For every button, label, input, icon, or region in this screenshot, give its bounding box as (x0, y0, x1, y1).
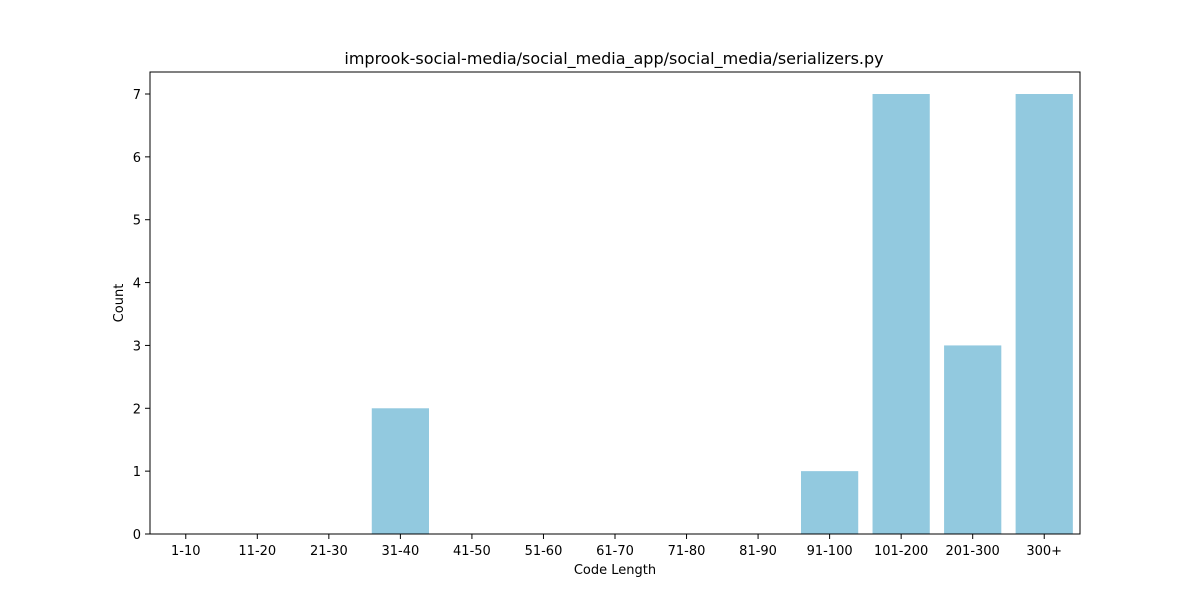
bars-layer (371, 94, 1073, 534)
y-tick-label: 1 (133, 465, 141, 480)
x-tick-label: 31-40 (381, 544, 419, 559)
plot-frame (149, 71, 1081, 535)
x-tick-label: 1-10 (171, 544, 201, 559)
y-tick-label: 2 (133, 402, 141, 417)
x-tick-label: 300+ (1026, 544, 1062, 559)
x-tick-label: 101-200 (874, 544, 928, 559)
y-tick-label: 4 (133, 277, 141, 292)
y-tick-label: 3 (133, 339, 141, 354)
x-tick-label: 71-80 (668, 544, 706, 559)
x-tick-label: 51-60 (525, 544, 563, 559)
chart-title: improok-social-media/social_media_app/so… (344, 49, 883, 69)
bar-31-40 (371, 408, 429, 534)
y-tick-label: 0 (133, 528, 141, 543)
bar-300+ (1015, 94, 1073, 534)
x-tick-label: 41-50 (453, 544, 491, 559)
x-axis-ticks: 1-10 11-20 21-30 31-40 41-50 51-60 61-70 71-80 8… (171, 534, 1062, 559)
bar-91-100 (801, 471, 859, 534)
bar-101-200 (872, 94, 930, 534)
x-tick-label: 201-300 (946, 544, 1000, 559)
x-tick-label: 21-30 (310, 544, 348, 559)
x-axis-label: Code Length (574, 563, 656, 578)
y-tick-label: 7 (133, 88, 141, 103)
bar-201-300 (944, 345, 1002, 534)
y-axis-label: Count (112, 284, 127, 323)
x-tick-label: 91-100 (807, 544, 853, 559)
y-axis-ticks: 0 1 2 3 4 5 6 7 (133, 88, 150, 543)
x-tick-label: 61-70 (596, 544, 634, 559)
y-tick-label: 6 (133, 151, 141, 166)
y-tick-label: 5 (133, 214, 141, 229)
x-tick-label: 11-20 (238, 544, 276, 559)
x-tick-label: 81-90 (739, 544, 777, 559)
